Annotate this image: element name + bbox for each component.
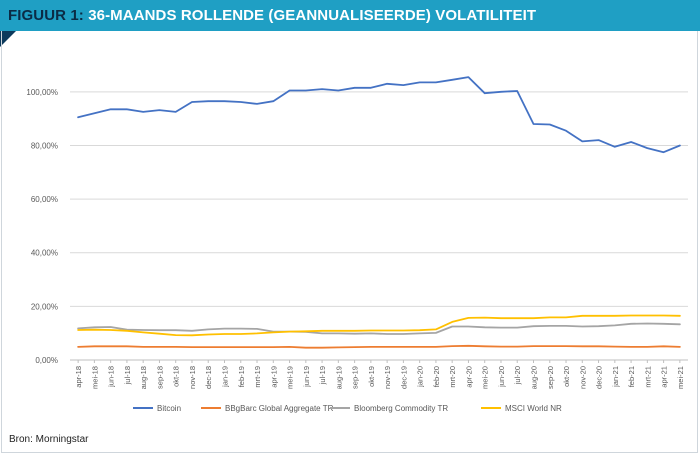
x-tick-label: dec-19	[399, 366, 408, 389]
x-tick-label: nov-19	[383, 366, 392, 389]
x-tick-label: feb-21	[627, 366, 636, 387]
legend-label-msci-world-nr: MSCI World NR	[505, 404, 562, 413]
x-tick-label: jul-20	[513, 366, 522, 385]
figure-title: FIGUUR 1: 36-MAANDS ROLLENDE (GEANNUALIS…	[8, 7, 536, 24]
x-tick-label: jun-18	[107, 366, 116, 388]
corner-accent	[0, 31, 16, 47]
series-line-bitcoin	[77, 76, 681, 154]
y-tick-label: 20,00%	[31, 302, 58, 311]
x-tick-label: mei-18	[90, 366, 99, 389]
x-tick-label: mrt-21	[643, 366, 652, 388]
figure-title-text: 36-MAANDS ROLLENDE (GEANNUALISEERDE) VOL…	[88, 7, 537, 24]
x-tick-label: jun-20	[497, 366, 506, 388]
x-tick-label: okt-19	[367, 366, 376, 387]
x-tick-label: sep-18	[155, 366, 164, 389]
y-tick-label: 40,00%	[31, 249, 58, 258]
x-tick-label: mrt-19	[253, 366, 262, 388]
x-tick-label: dec-18	[204, 366, 213, 389]
y-tick-label: 80,00%	[31, 141, 58, 150]
x-tick-label: jan-19	[221, 366, 230, 388]
figure-label: FIGUUR 1:	[8, 7, 84, 24]
x-tick-label: apr-21	[660, 366, 669, 388]
x-tick-label: aug-18	[139, 366, 148, 389]
x-tick-label: nov-20	[578, 366, 587, 389]
x-tick-label: aug-20	[530, 366, 539, 389]
x-tick-label: jul-19	[318, 366, 327, 385]
x-tick-label: jul-18	[123, 366, 132, 385]
x-tick-label: jan-21	[611, 366, 620, 388]
x-tick-label: apr-20	[464, 366, 473, 388]
source-note: Bron: Morningstar	[9, 434, 89, 445]
line-chart: 0,00% 20,00% 40,00% 60,00% 80,00% 100,00% apr-…	[26, 76, 688, 413]
x-tick-label: feb-19	[237, 366, 246, 387]
x-tick-label: feb-20	[432, 366, 441, 387]
figure-header: FIGUUR 1: 36-MAANDS ROLLENDE (GEANNUALIS…	[0, 0, 700, 31]
x-tick-label: dec-20	[595, 366, 604, 389]
x-tick-label: nov-18	[188, 366, 197, 389]
x-tick-label: jan-20	[416, 366, 425, 388]
y-tick-label: 100,00%	[26, 88, 58, 97]
x-tick-label: okt-18	[172, 366, 181, 387]
x-tick-label: aug-19	[334, 366, 343, 389]
x-tick-label: okt-20	[562, 366, 571, 387]
y-tick-label: 0,00%	[35, 356, 58, 365]
legend-label-bitcoin: Bitcoin	[157, 404, 181, 413]
y-tick-label: 60,00%	[31, 195, 58, 204]
x-tick-label: mei-20	[481, 366, 490, 389]
x-tick-label: sep-20	[546, 366, 555, 389]
series-line-msci-world-nr	[77, 314, 681, 337]
legend-label-bloomberg-commodity-tr: Bloomberg Commodity TR	[354, 404, 448, 413]
legend-label-bbgbarc-global-aggregate-tr: BBgBarc Global Aggregate TR	[225, 404, 334, 413]
x-tick-label: mei-19	[286, 366, 295, 389]
x-tick-label: mei-21	[676, 366, 685, 389]
figure-border	[1, 31, 698, 453]
x-tick-label: sep-19	[351, 366, 360, 389]
x-tick-label: apr-19	[269, 366, 278, 388]
x-tick-label: jun-19	[302, 366, 311, 388]
x-tick-label: mrt-20	[448, 366, 457, 388]
series-line-bbgbarc-global-aggregate-tr	[77, 344, 681, 349]
x-tick-label: apr-18	[74, 366, 83, 388]
series-line-bloomberg-commodity-tr	[77, 322, 681, 335]
